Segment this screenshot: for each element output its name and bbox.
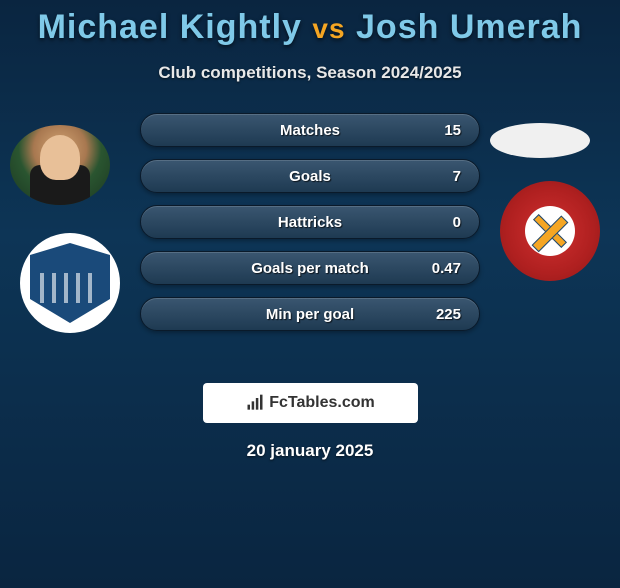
stat-row: Goals 7 [140, 159, 480, 193]
stat-row: Goals per match 0.47 [140, 251, 480, 285]
stats-pills: Matches 15 Goals 7 Hattricks 0 Goals per… [140, 113, 480, 343]
stat-row: Min per goal 225 [140, 297, 480, 331]
stat-row: Hattricks 0 [140, 205, 480, 239]
branding-box: FcTables.com [203, 383, 418, 423]
branding-text: FcTables.com [269, 394, 375, 412]
stat-value-right: 0.47 [432, 260, 461, 277]
stat-value-right: 15 [444, 122, 461, 139]
stat-row: Matches 15 [140, 113, 480, 147]
chart-icon [245, 393, 265, 413]
stat-label: Matches [280, 122, 340, 139]
stat-value-right: 7 [453, 168, 461, 185]
page-title: Michael Kightly vs Josh Umerah [0, 8, 620, 47]
stat-value-right: 225 [436, 306, 461, 323]
player1-avatar [10, 125, 110, 205]
player1-club-badge [20, 233, 120, 333]
stat-label: Hattricks [278, 214, 342, 231]
player2-name: Josh Umerah [356, 8, 582, 46]
date-text: 20 january 2025 [0, 441, 620, 461]
player1-name: Michael Kightly [38, 8, 302, 46]
player2-avatar [490, 123, 590, 158]
stat-label: Goals per match [251, 260, 369, 277]
stat-value-right: 0 [453, 214, 461, 231]
comparison-panel: Matches 15 Goals 7 Hattricks 0 Goals per… [0, 113, 620, 373]
subtitle: Club competitions, Season 2024/2025 [0, 63, 620, 83]
vs-text: vs [312, 13, 345, 44]
stat-label: Goals [289, 168, 331, 185]
stat-label: Min per goal [266, 306, 354, 323]
player2-club-badge [500, 181, 600, 281]
